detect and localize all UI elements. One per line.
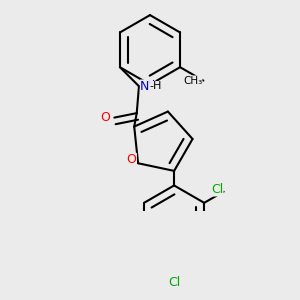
Text: Cl: Cl [168,276,180,290]
Text: N: N [145,79,155,92]
Text: -H: -H [150,81,162,91]
Text: O: O [126,153,136,167]
Text: O: O [100,111,110,124]
Text: CH₃: CH₃ [183,76,202,85]
Text: Cl: Cl [211,183,223,196]
Text: N: N [140,80,149,93]
